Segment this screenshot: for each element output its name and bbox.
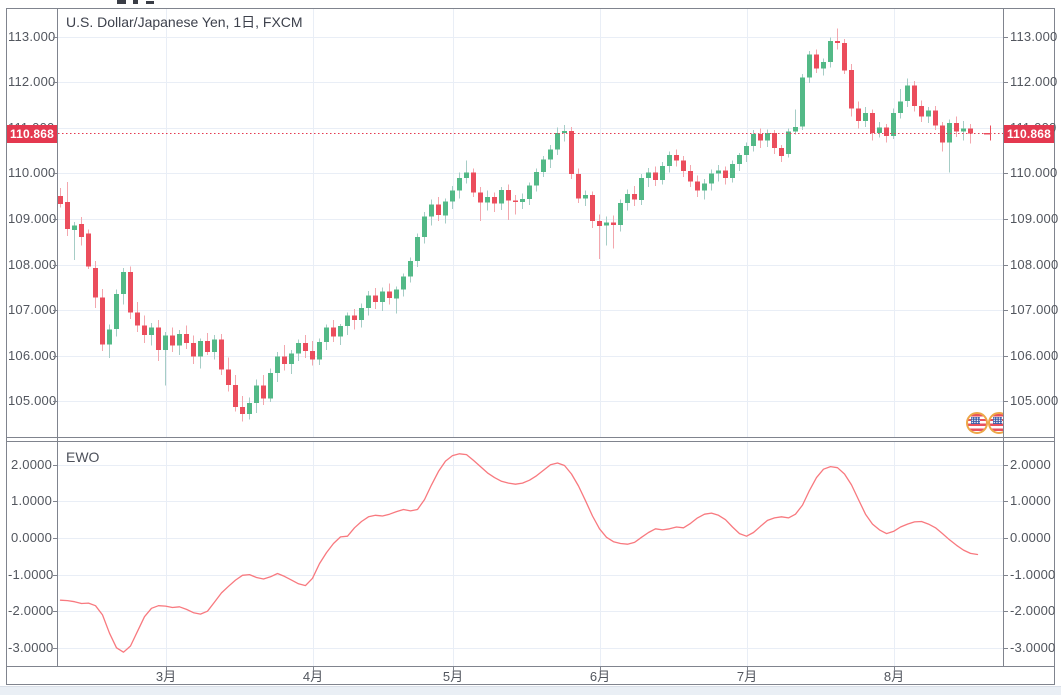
ewo-axis-label: 2.0000	[11, 457, 52, 472]
axis-tick	[53, 310, 57, 311]
ewo-axis-label: 1.0000	[11, 493, 52, 508]
axis-tick	[1004, 501, 1008, 502]
price-axis-label: 113.000	[8, 29, 56, 44]
axis-tick	[53, 465, 57, 466]
ewo-axis-label: -1.0000	[1010, 567, 1056, 582]
time-axis-tick	[166, 667, 167, 671]
price-axis-label: 112.000	[1010, 74, 1058, 89]
axis-tick	[1004, 575, 1008, 576]
candlestick-plot[interactable]	[58, 9, 1003, 437]
axis-tick	[1004, 37, 1008, 38]
time-axis-label: 3月	[155, 669, 177, 684]
ewo-plot[interactable]	[58, 442, 1003, 666]
axis-tick	[53, 575, 57, 576]
axis-tick	[1004, 538, 1008, 539]
axis-tick	[1004, 611, 1008, 612]
clipped-text-fragment	[146, 1, 154, 4]
price-axis-label: 113.000	[1010, 29, 1058, 44]
last-price-badge-left: 110.868	[7, 125, 57, 143]
chart-frame	[6, 8, 1055, 685]
time-axis-label: 8月	[883, 669, 905, 684]
axis-tick	[1004, 219, 1008, 220]
ewo-axis-label: 0.0000	[1010, 530, 1051, 545]
price-axis-label: 108.000	[8, 257, 57, 272]
ewo-axis-label: -3.0000	[8, 640, 54, 655]
left-axis-separator	[57, 9, 58, 666]
time-axis-label: 4月	[302, 669, 324, 684]
current-bar-marker	[984, 125, 991, 141]
ewo-axis-label: 0.0000	[11, 530, 52, 545]
price-axis-label: 108.000	[1010, 257, 1059, 272]
axis-tick	[53, 538, 57, 539]
price-axis-label: 107.000	[8, 302, 57, 317]
ewo-axis-label: 2.0000	[1010, 457, 1051, 472]
right-axis-separator	[1003, 9, 1004, 666]
page-background-strip	[0, 686, 1061, 695]
axis-tick	[53, 648, 57, 649]
axis-tick	[53, 37, 57, 38]
axis-tick	[53, 219, 57, 220]
ewo-axis-label: -1.0000	[8, 567, 54, 582]
axis-tick	[1004, 310, 1008, 311]
axis-tick	[53, 611, 57, 612]
axis-tick	[1004, 648, 1008, 649]
axis-tick	[53, 356, 57, 357]
ewo-axis-label: -3.0000	[1010, 640, 1056, 655]
clipped-text-fragment	[117, 0, 126, 4]
price-axis-label: 106.000	[1010, 348, 1059, 363]
price-axis-label: 109.000	[1010, 211, 1059, 226]
axis-tick	[1004, 173, 1008, 174]
clipped-text-fragment	[133, 0, 138, 4]
time-axis-label: 6月	[589, 669, 611, 684]
indicator-title[interactable]: EWO	[66, 449, 100, 465]
price-axis-label: 109.000	[8, 211, 57, 226]
axis-tick	[1004, 82, 1008, 83]
axis-tick	[53, 501, 57, 502]
axis-tick	[53, 265, 57, 266]
time-axis-tick	[453, 667, 454, 671]
ewo-axis-label: -2.0000	[8, 603, 54, 618]
price-axis-label: 105.000	[1010, 393, 1059, 408]
time-axis-tick	[600, 667, 601, 671]
axis-tick	[1004, 265, 1008, 266]
ewo-axis-label: -2.0000	[1010, 603, 1056, 618]
ewo-line	[59, 453, 979, 653]
price-axis-label: 107.000	[1010, 302, 1059, 317]
time-axis-label: 5月	[442, 669, 464, 684]
ewo-panel-top-border	[7, 441, 1054, 442]
price-axis-label: 112.000	[8, 74, 56, 89]
axis-tick	[53, 82, 57, 83]
ewo-panel-bottom-border	[7, 666, 1054, 667]
price-axis-label: 110.000	[1010, 165, 1058, 180]
axis-tick	[53, 401, 57, 402]
main-panel-bottom-border	[7, 437, 1054, 438]
price-axis-label: 106.000	[8, 348, 57, 363]
axis-tick	[1004, 401, 1008, 402]
last-price-badge-right: 110.868	[1004, 125, 1054, 143]
time-axis-label: 7月	[736, 669, 758, 684]
time-axis-tick	[894, 667, 895, 671]
symbol-title[interactable]: U.S. Dollar/Japanese Yen, 1日, FXCM	[66, 14, 303, 30]
axis-tick	[1004, 465, 1008, 466]
time-axis-tick	[313, 667, 314, 671]
time-axis-tick	[747, 667, 748, 671]
axis-tick	[1004, 356, 1008, 357]
price-axis-label: 110.000	[8, 165, 56, 180]
ewo-axis-label: 1.0000	[1010, 493, 1051, 508]
price-axis-label: 105.000	[8, 393, 57, 408]
axis-tick	[53, 173, 57, 174]
